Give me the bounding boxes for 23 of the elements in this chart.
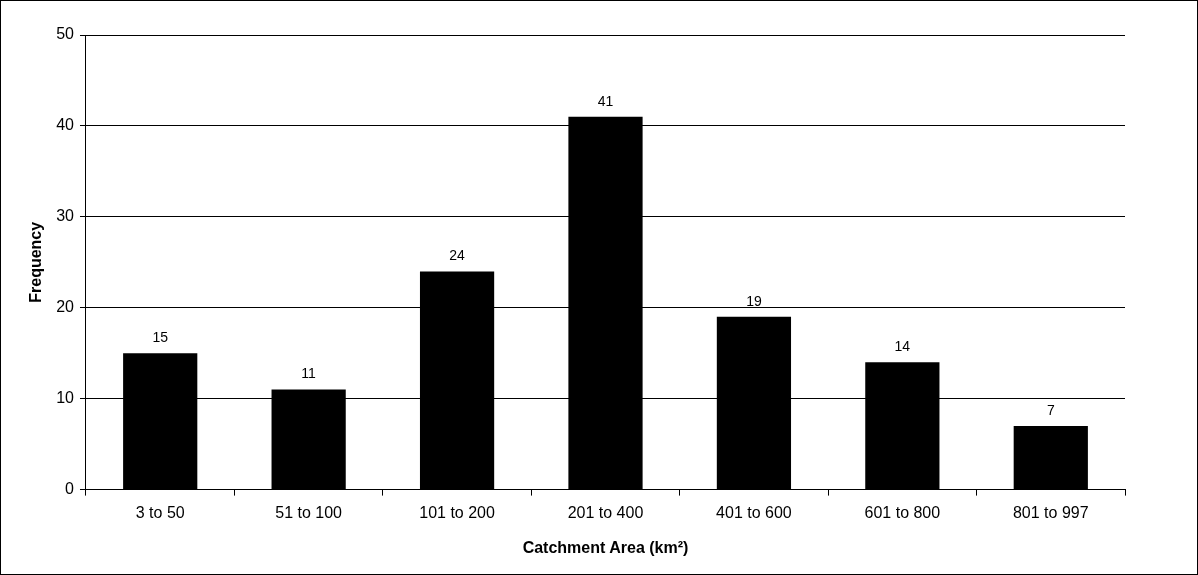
bar [1013,425,1088,490]
y-tick-label: 20 [56,298,75,316]
y-tick-label: 0 [65,480,75,498]
x-tick-label: 601 to 800 [864,503,941,521]
x-tick-label: 51 to 100 [275,503,343,521]
y-tick-label: 30 [56,207,75,225]
x-tick-label: 401 to 600 [716,503,792,521]
data-label: 7 [1046,401,1055,418]
data-label: 15 [152,329,169,346]
x-tick-label: 3 to 50 [135,503,185,521]
y-tick-label: 10 [56,389,75,407]
x-tick-label: 201 to 400 [567,503,644,521]
data-label: 14 [894,338,911,355]
x-tick-label: 101 to 200 [419,503,495,521]
data-label: 11 [301,365,317,382]
data-label: 24 [449,247,466,264]
y-axis-title: Frequency [27,221,45,303]
data-label: 41 [597,92,614,109]
x-tick-label: 801 to 997 [1012,503,1089,521]
x-axis-title: Catchment Area (km²) [522,538,689,556]
y-tick-label: 50 [56,25,75,43]
y-tick-label: 40 [56,116,75,134]
data-label: 19 [746,292,762,309]
